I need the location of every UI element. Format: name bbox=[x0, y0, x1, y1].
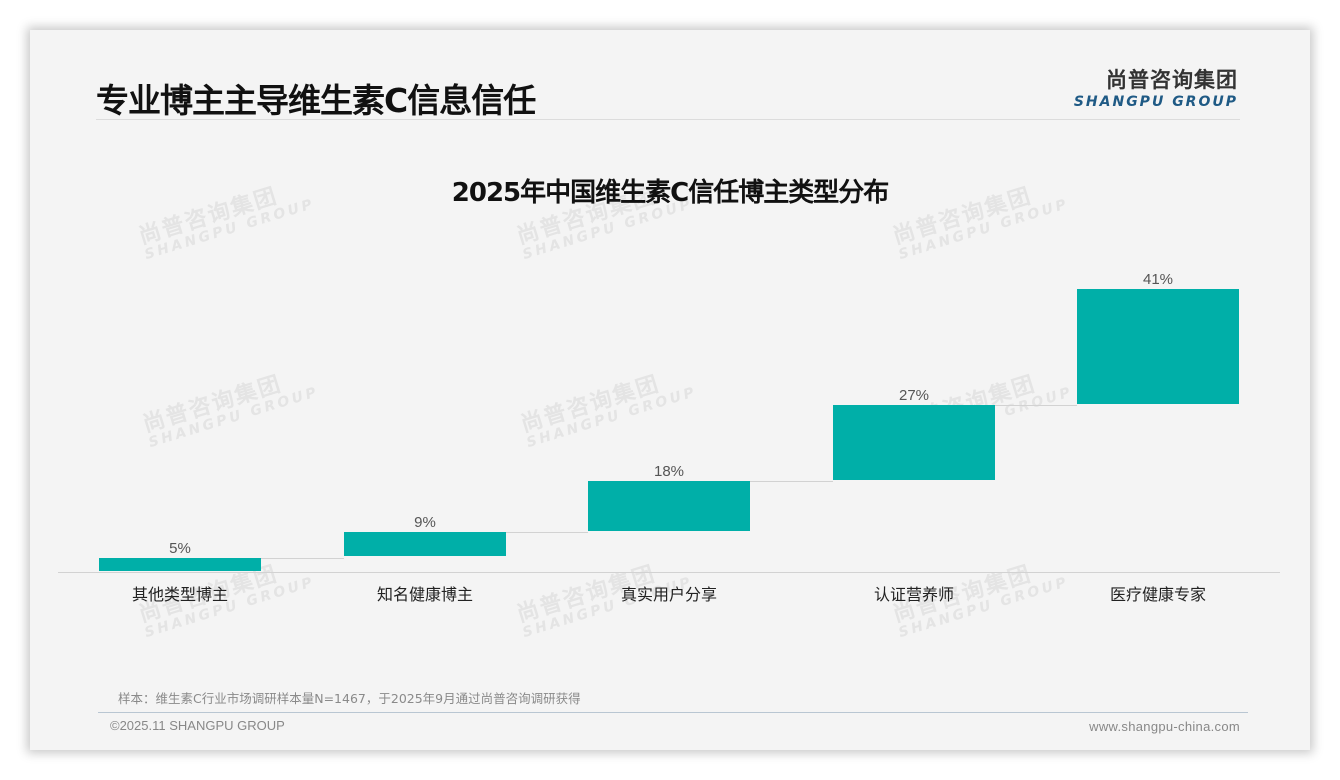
footer-divider bbox=[98, 712, 1248, 713]
chart-title: 2025年中国维生素C信任博主类型分布 bbox=[451, 178, 889, 208]
bar-4 bbox=[833, 405, 995, 480]
bar-value-label: 18% bbox=[653, 463, 685, 480]
bar-value-label: 5% bbox=[169, 540, 191, 557]
bar-value-label: 9% bbox=[414, 514, 436, 531]
connector-line bbox=[261, 558, 344, 559]
logo-en-text: SHANGPU GROUP bbox=[1073, 94, 1238, 110]
bar-value-label: 27% bbox=[898, 387, 930, 404]
website-link[interactable]: www.shangpu-china.com bbox=[1089, 719, 1240, 734]
sample-note: 样本：维生素C行业市场调研样本量N=1467，于2025年9月通过尚普咨询调研获… bbox=[118, 691, 581, 706]
company-logo: 尚普咨询集团 SHANGPU GROUP bbox=[1074, 64, 1238, 110]
bar-3 bbox=[588, 481, 750, 531]
bar-2 bbox=[344, 532, 506, 556]
page-title: 专业博主主导维生素C信息信任 bbox=[96, 81, 536, 120]
bar-5 bbox=[1077, 289, 1239, 404]
connector-line bbox=[995, 405, 1077, 406]
category-label: 其他类型博主 bbox=[131, 585, 228, 604]
x-axis-line bbox=[58, 572, 1280, 573]
category-label: 知名健康博主 bbox=[376, 585, 473, 604]
category-label: 真实用户分享 bbox=[620, 585, 717, 604]
connector-line bbox=[506, 532, 588, 533]
bar-value-label: 41% bbox=[1142, 271, 1174, 288]
category-label: 认证营养师 bbox=[873, 585, 954, 604]
logo-cn-text: 尚普咨询集团 bbox=[1106, 68, 1238, 92]
title-divider bbox=[96, 119, 1240, 120]
copyright-text: ©2025.11 SHANGPU GROUP bbox=[110, 718, 285, 733]
slide-card: 专业博主主导维生素C信息信任 尚普咨询集团 SHANGPU GROUP 尚普咨询… bbox=[30, 30, 1310, 750]
connector-line bbox=[750, 481, 833, 482]
category-label: 医疗健康专家 bbox=[1109, 585, 1206, 604]
bar-1 bbox=[99, 558, 261, 571]
